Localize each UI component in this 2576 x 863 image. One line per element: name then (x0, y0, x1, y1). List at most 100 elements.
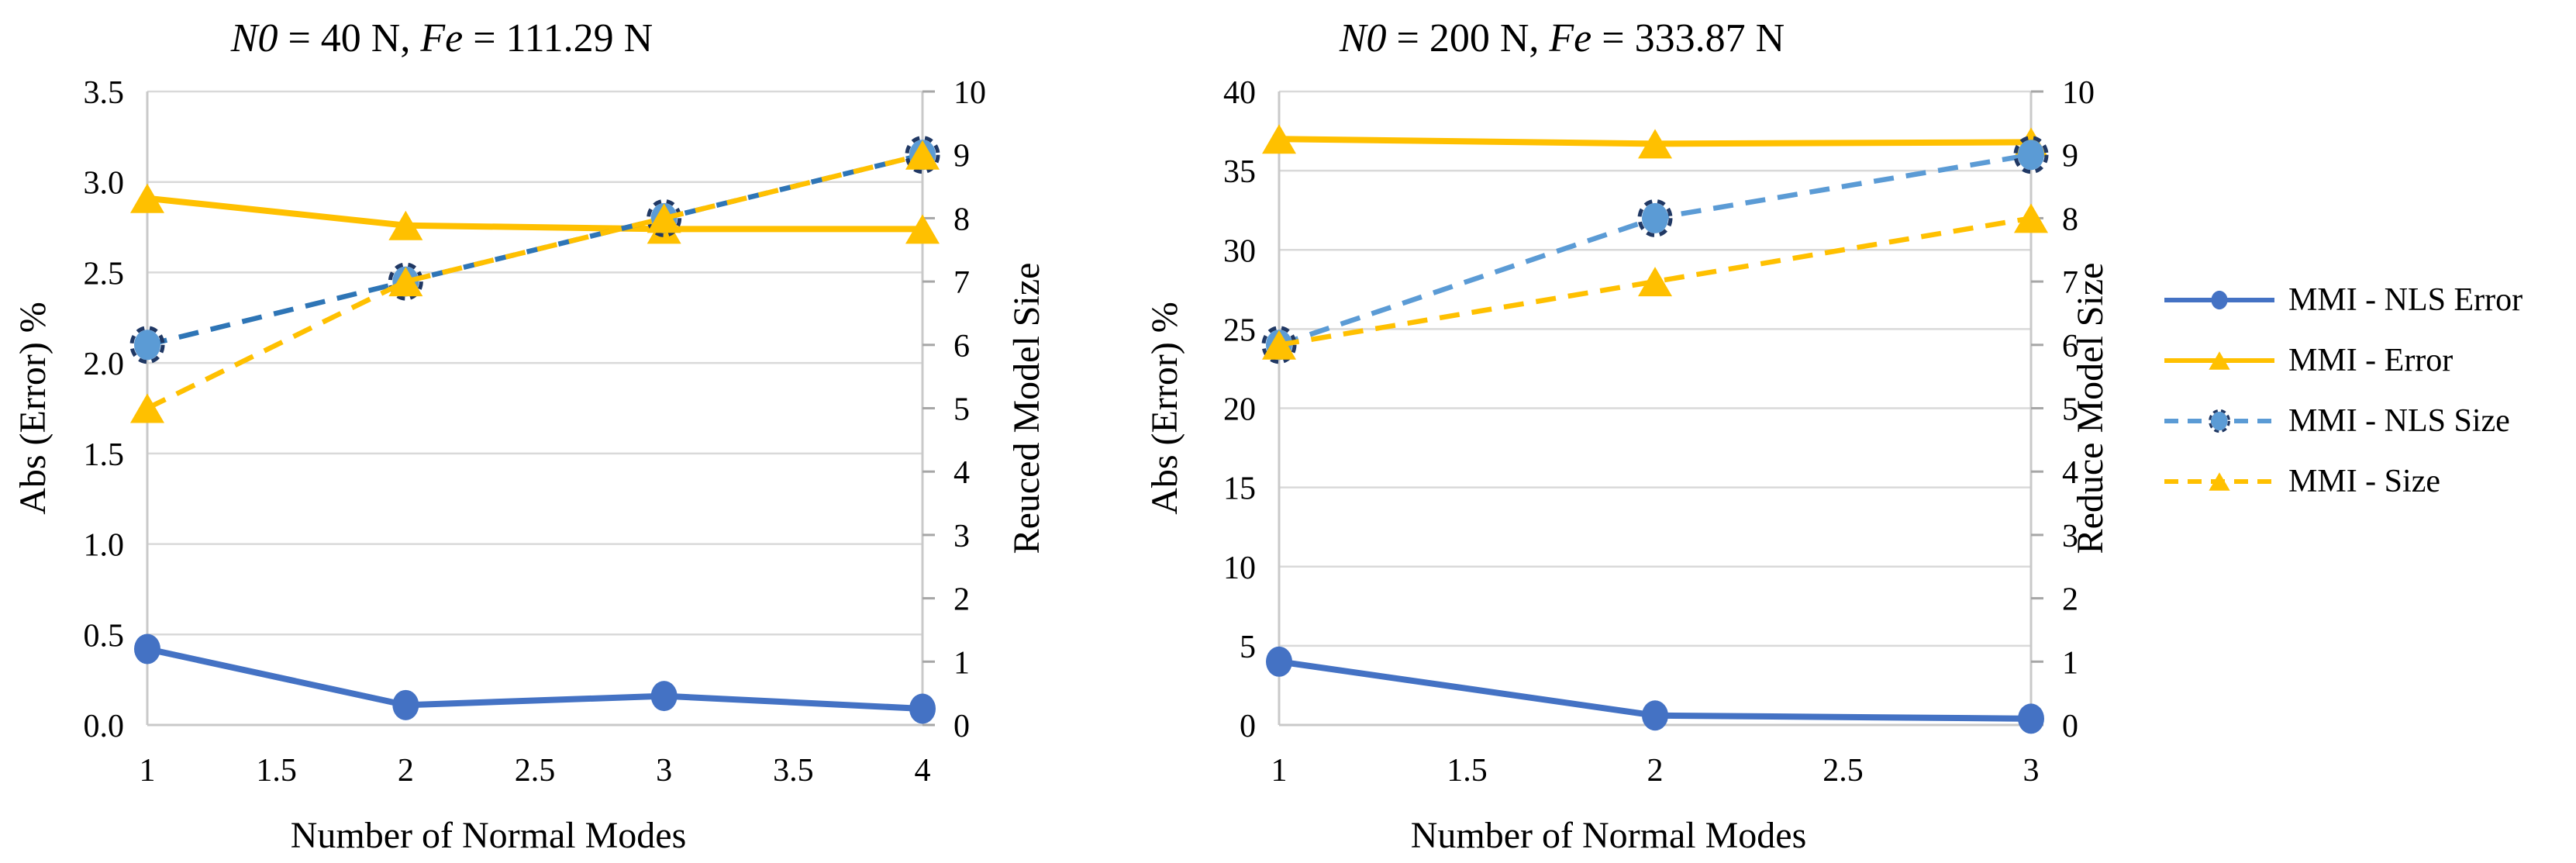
x-tick-label: 4 (915, 753, 931, 789)
series-mmi-size (130, 140, 940, 423)
x-tick-label: 2 (398, 753, 414, 789)
y-tick-label-right: 2 (953, 582, 970, 618)
chart-left: 0.0 0.5 1.0 1.5 2.0 2.5 3.0 3.5 0 1 2 3 4 5 6 7 8 9 10 1 1.5… (12, 16, 1047, 856)
series-mmi-size (1262, 203, 2048, 360)
dashed-ring-icon (129, 326, 165, 364)
x-tick-label: 3 (2023, 753, 2040, 789)
circle-marker-icon (392, 689, 419, 720)
series-mmi-error (130, 183, 940, 244)
legend-swatch-solid-triangle-icon (2164, 351, 2274, 370)
y-tick-label-right: 5 (953, 392, 970, 428)
triangle-marker-icon (130, 183, 164, 213)
tick-labels: 0.0 0.5 1.0 1.5 2.0 2.5 3.0 3.5 0 1 2 3 4 5 6 7 8 9 10 1 1.5… (84, 75, 987, 789)
y-tick-label-right: 0 (953, 709, 970, 744)
x-axis-title: Number of Normal Modes (1411, 815, 1807, 856)
circle-marker-icon (1642, 700, 1668, 731)
y-tick-label-left: 20 (1223, 392, 1256, 428)
legend-swatch-dashed-circle-ring-icon (2164, 409, 2274, 433)
legend-label: MMI - Error (2288, 343, 2454, 378)
y-tick-label-left: 1.5 (84, 437, 125, 473)
triangle-marker-icon (130, 393, 164, 423)
legend-label: MMI - Size (2288, 464, 2440, 499)
y-tick-label-right: 9 (953, 139, 970, 174)
legend-item-mmi-size: MMI - Size (2161, 451, 2576, 512)
circle-marker-icon (134, 633, 160, 665)
gridlines (147, 90, 922, 727)
series-mmi-nls-size (129, 136, 940, 364)
triangle-marker-icon (905, 214, 940, 244)
circle-marker-icon (1266, 646, 1292, 677)
y-tick-label-right: 10 (953, 75, 986, 111)
series-line (147, 646, 923, 712)
legend-swatch-solid-circle-icon (2164, 290, 2274, 310)
y-tick-label-right: 5 (2062, 392, 2078, 428)
y-tick-label-left: 1.0 (84, 528, 125, 564)
y-tick-label-right: 6 (2062, 329, 2078, 364)
y-tick-label-right: 8 (2062, 202, 2078, 237)
x-tick-label: 3 (656, 753, 672, 789)
y-tick-label-right: 4 (953, 455, 970, 491)
circle-marker-icon (2211, 290, 2228, 310)
y-tick-label-right: 7 (2062, 265, 2078, 301)
triangle-marker-icon (388, 267, 423, 297)
y-tick-label-left: 30 (1223, 233, 1256, 269)
y-tick-label-right: 10 (2062, 75, 2095, 111)
y-tick-label-right: 1 (953, 645, 970, 681)
y-tick-label-right: 1 (2062, 645, 2078, 681)
y-tick-label-right: 0 (2062, 709, 2078, 744)
y-axis-title-left: Abs (Error) % (1144, 302, 1185, 515)
legend-label: MMI - NLS Size (2288, 403, 2510, 439)
triangle-marker-icon (647, 203, 681, 233)
y-tick-label-left: 10 (1223, 551, 1256, 586)
triangle-marker-icon (2014, 203, 2048, 233)
x-tick-label: 1 (140, 753, 156, 789)
series-line (147, 195, 922, 233)
dashed-ring-icon (647, 198, 682, 237)
x-tick-label: 2.5 (515, 753, 556, 789)
y-tick-label-left: 3.0 (84, 166, 125, 202)
x-axis-title: Number of Normal Modes (291, 815, 687, 856)
y-tick-label-right: 2 (2062, 582, 2078, 618)
triangle-marker-icon (1638, 267, 1672, 297)
y-tick-label-right: 6 (953, 329, 970, 364)
triangle-marker-icon (1638, 129, 1672, 159)
x-tick-label: 2.5 (1823, 753, 1864, 789)
legend-item-mmi-error: MMI - Error (2161, 330, 2576, 391)
dashed-ring-icon (2209, 409, 2230, 433)
circle-marker-icon (650, 681, 678, 712)
circle-marker-icon (2211, 411, 2228, 431)
y-tick-label-left: 35 (1223, 154, 1256, 190)
y-axis-title-left: Abs (Error) % (12, 302, 53, 515)
circle-marker-icon (2018, 703, 2044, 734)
gridlines (1279, 90, 2031, 727)
y-tick-label-right: 9 (2062, 139, 2078, 174)
dashed-ring-icon (905, 136, 940, 174)
y-tick-label-right: 4 (2062, 455, 2078, 491)
x-tick-label: 1.5 (1447, 753, 1488, 789)
y-tick-label-left: 0.0 (84, 709, 125, 744)
y-tick-label-right: 7 (953, 265, 970, 301)
y-tick-label-left: 3.5 (84, 75, 125, 111)
series-line (146, 152, 923, 411)
y-tick-label-left: 2.5 (84, 256, 125, 292)
circle-marker-icon (1642, 202, 1668, 233)
legend-label: MMI - NLS Error (2288, 282, 2523, 318)
y-tick-label-left: 25 (1223, 312, 1256, 348)
legend-swatch-dashed-triangle-icon (2164, 472, 2274, 491)
triangle-marker-icon (2209, 472, 2230, 491)
series-mmi-nls-error (134, 633, 936, 724)
dashed-ring-icon (1637, 198, 1673, 237)
y-tick-label-left: 5 (1240, 630, 1256, 665)
y-tick-label-left: 2.0 (84, 347, 125, 382)
y-tick-label-left: 0 (1240, 709, 1256, 744)
y-tick-label-left: 40 (1223, 75, 1256, 111)
legend-item-mmi-nls-size: MMI - NLS Size (2161, 391, 2576, 451)
x-tick-label: 3.5 (773, 753, 814, 789)
x-tick-label: 1.5 (256, 753, 297, 789)
y-axis-title-right: Reduce Model Size (2070, 263, 2111, 554)
x-tick-label: 2 (1647, 753, 1664, 789)
series-mmi-nls-error (1266, 646, 2044, 734)
y-axis-title-right: Reuced Model Size (1006, 263, 1047, 554)
